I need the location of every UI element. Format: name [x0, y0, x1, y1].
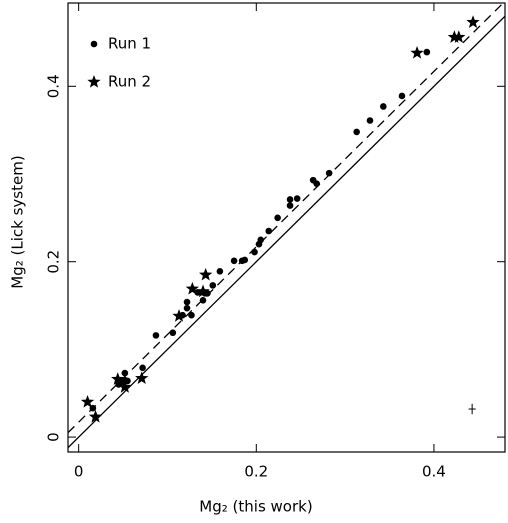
x-tick-label: 0.2: [244, 463, 268, 481]
dot-marker: [152, 332, 160, 339]
reference-line: [68, 3, 505, 434]
star-marker: [111, 372, 125, 385]
star-marker: [466, 15, 480, 28]
dot-marker: [90, 40, 98, 48]
legend-label: Run 2: [108, 73, 151, 91]
dot-marker: [257, 236, 265, 244]
star-marker: [185, 281, 200, 295]
star-marker: [452, 30, 466, 43]
x-axis-label: Mg₂ (this work): [199, 498, 312, 516]
dot-marker: [274, 214, 281, 222]
x-tick-label: 0: [74, 463, 84, 481]
y-tick-label: 0.4: [45, 74, 63, 98]
dot-marker: [251, 248, 258, 256]
dot-marker: [124, 377, 131, 385]
dot-marker: [325, 169, 333, 177]
dot-marker: [230, 257, 238, 265]
star-marker: [87, 75, 101, 88]
dot-marker: [209, 282, 217, 289]
dot-marker: [380, 103, 387, 110]
dot-marker: [241, 256, 249, 264]
dot-marker: [169, 329, 177, 337]
dot-marker: [423, 48, 431, 56]
legend-label: Run 1: [108, 35, 151, 53]
dot-marker: [183, 304, 191, 312]
dot-marker: [265, 227, 273, 235]
dot-marker: [199, 296, 207, 304]
dot-marker: [121, 369, 129, 377]
star-marker: [80, 395, 95, 408]
dot-marker: [293, 195, 301, 202]
dot-marker: [353, 128, 360, 136]
plot-frame: [67, 2, 506, 453]
star-marker: [118, 380, 132, 393]
star-marker: [199, 267, 213, 281]
y-tick-label: 0: [45, 432, 63, 442]
dot-marker: [286, 202, 294, 209]
star-marker: [410, 45, 424, 59]
dot-marker: [286, 196, 294, 203]
star-marker: [172, 309, 186, 322]
dot-marker: [366, 117, 374, 124]
y-axis-label: Mg₂ (Lick system): [9, 155, 27, 288]
y-tick-label: 0.2: [45, 250, 63, 274]
star-marker: [135, 371, 149, 384]
dot-marker: [313, 180, 320, 187]
dot-marker: [183, 298, 191, 306]
dot-marker: [188, 311, 195, 319]
star-marker: [196, 284, 210, 298]
dot-marker: [398, 92, 406, 100]
star-marker: [88, 409, 103, 423]
x-tick-label: 0.4: [422, 463, 446, 481]
dot-marker: [139, 364, 146, 372]
dot-marker: [216, 268, 224, 275]
